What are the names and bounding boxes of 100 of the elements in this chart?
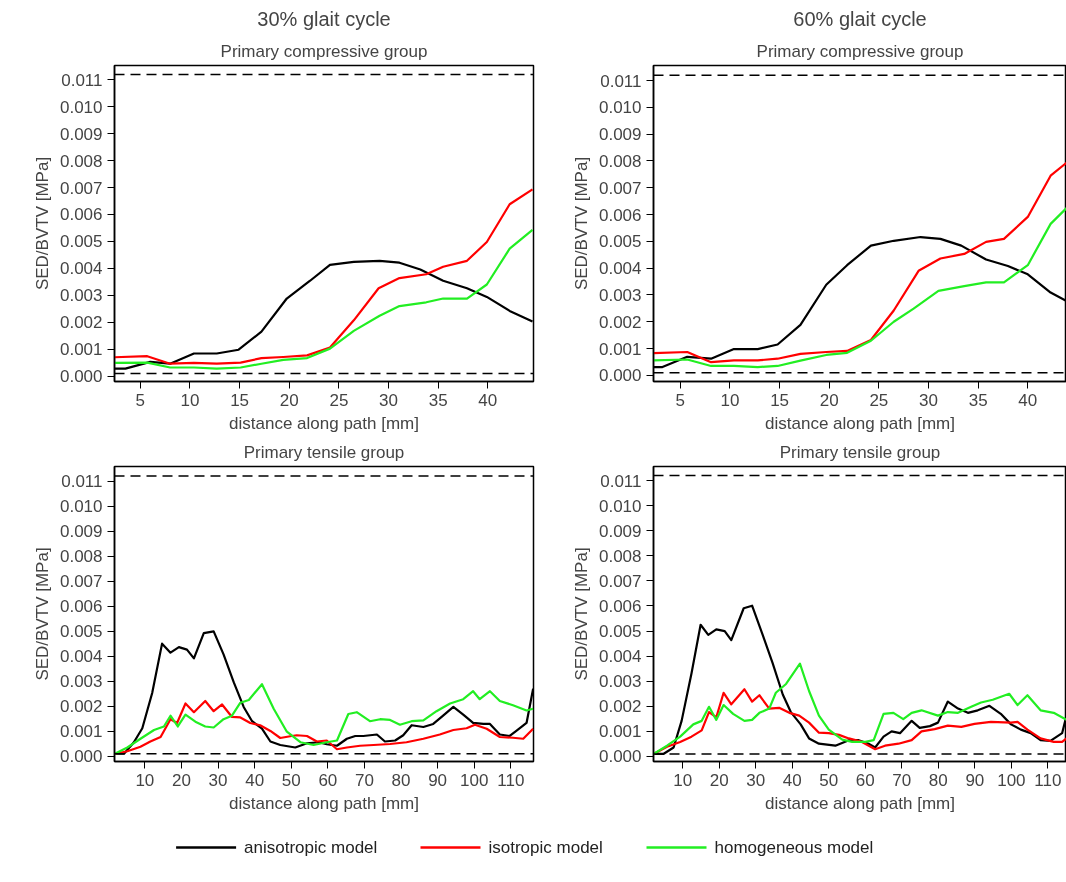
y-tick-label: 0.006	[59, 597, 103, 617]
x-tick-label: 30	[919, 390, 938, 410]
y-tick-label: 0.001	[598, 339, 642, 359]
x-tick-label: 20	[709, 770, 729, 790]
y-tick-label: 0.006	[598, 596, 642, 616]
y-tick-label: 0.003	[598, 285, 642, 305]
line-series	[653, 206, 1066, 369]
y-tick-label: 0.010	[598, 496, 642, 516]
x-tick-label: 30	[379, 390, 399, 410]
y-tick-label: 0.005	[598, 232, 642, 252]
y-tick-label: 0.000	[598, 747, 642, 767]
line-series	[653, 662, 1066, 756]
y-tick-label: 0.005	[59, 622, 103, 642]
x-tick-label: 25	[869, 390, 889, 410]
y-axis-title: SED/BVTV [MPa]	[32, 156, 52, 291]
x-tick-label: 50	[819, 770, 839, 790]
y-tick-label: 0.001	[598, 722, 642, 742]
x-tick-label: 70	[354, 770, 374, 790]
x-axis-title: distance along path [mm]	[765, 793, 955, 813]
x-axis-title: distance along path [mm]	[229, 793, 419, 813]
y-tick-label: 0.009	[598, 125, 642, 145]
x-tick-label: 25	[329, 390, 349, 410]
x-tick-label: 110	[1034, 770, 1062, 790]
y-tick-label: 0.007	[59, 572, 103, 592]
y-tick-label: 0.003	[59, 286, 103, 306]
line-series	[114, 188, 534, 365]
y-tick-label: 0.002	[598, 697, 642, 717]
x-tick-label: 20	[279, 390, 299, 410]
chart-subtitle: Primary compressive group	[756, 41, 964, 61]
y-tick-label: 0.000	[59, 747, 103, 767]
y-tick-label: 0.007	[598, 571, 642, 591]
y-tick-label: 0.010	[59, 497, 103, 517]
x-tick-label: 10	[180, 390, 200, 410]
x-tick-label: 40	[782, 770, 802, 790]
x-tick-label: 50	[281, 770, 301, 790]
y-tick-label: 0.000	[598, 366, 642, 386]
x-tick-label: 40	[245, 770, 265, 790]
x-tick-label: 60	[855, 770, 875, 790]
x-tick-label: 5	[675, 390, 686, 410]
y-tick-label: 0.004	[598, 647, 642, 667]
y-tick-label: 0.008	[598, 546, 642, 566]
y-tick-label: 0.006	[598, 205, 642, 225]
x-tick-label: 30	[746, 770, 766, 790]
x-tick-label: 35	[428, 390, 448, 410]
x-tick-label: 10	[135, 770, 155, 790]
chart-subtitle: Primary compressive group	[220, 41, 428, 61]
y-tick-label: 0.003	[59, 672, 103, 692]
chart-title: 30% glait cycle	[257, 7, 391, 30]
y-tick-label: 0.006	[59, 205, 103, 225]
x-tick-label: 90	[965, 770, 985, 790]
x-tick-label: 80	[928, 770, 948, 790]
y-tick-label: 0.011	[61, 472, 103, 492]
y-tick-label: 0.010	[59, 97, 103, 117]
x-tick-label: 80	[391, 770, 411, 790]
y-tick-label: 0.008	[59, 547, 103, 567]
y-axis-title: SED/BVTV [MPa]	[32, 547, 52, 681]
y-axis-title: SED/BVTV [MPa]	[571, 156, 591, 291]
y-axis-title: SED/BVTV [MPa]	[571, 547, 591, 681]
x-tick-label: 5	[135, 390, 146, 410]
y-tick-label: 0.007	[598, 178, 642, 198]
x-tick-label: 100	[997, 770, 1026, 790]
chart-title: Primary tensile group	[779, 442, 941, 462]
x-tick-label: 40	[478, 390, 498, 410]
x-tick-label: 10	[720, 390, 740, 410]
line-series	[114, 228, 534, 370]
y-tick-label: 0.009	[59, 124, 103, 144]
x-tick-label: 110	[497, 770, 525, 790]
x-tick-label: 30	[208, 770, 228, 790]
x-tick-label: 90	[428, 770, 448, 790]
x-tick-label: 70	[892, 770, 912, 790]
y-tick-label: 0.009	[598, 521, 642, 541]
y-tick-label: 0.007	[59, 178, 103, 198]
x-tick-label: 100	[460, 770, 489, 790]
line-series	[114, 699, 534, 755]
x-tick-label: 15	[770, 390, 790, 410]
x-tick-label: 20	[819, 390, 839, 410]
y-tick-label: 0.004	[59, 259, 103, 279]
y-tick-label: 0.011	[600, 471, 642, 491]
x-tick-label: 15	[230, 390, 250, 410]
y-tick-label: 0.009	[59, 522, 103, 542]
chart-title: Primary tensile group	[243, 442, 405, 462]
y-tick-label: 0.001	[59, 340, 103, 360]
y-tick-label: 0.000	[59, 367, 103, 387]
line-series	[114, 683, 534, 755]
y-tick-label: 0.004	[598, 259, 642, 279]
legend-label: anisotropic model	[244, 838, 378, 857]
x-tick-label: 35	[968, 390, 988, 410]
y-tick-label: 0.003	[598, 672, 642, 692]
y-tick-label: 0.008	[598, 151, 642, 171]
x-tick-label: 60	[318, 770, 338, 790]
y-tick-label: 0.010	[598, 98, 642, 118]
y-tick-label: 0.002	[59, 697, 103, 717]
y-tick-label: 0.005	[598, 622, 642, 642]
legend-label: homogeneous model	[714, 838, 874, 857]
y-tick-label: 0.011	[61, 70, 103, 90]
x-tick-label: 10	[673, 770, 693, 790]
x-tick-label: 40	[1018, 390, 1038, 410]
y-tick-label: 0.001	[59, 722, 103, 742]
y-tick-label: 0.005	[59, 232, 103, 252]
y-tick-label: 0.002	[598, 312, 642, 332]
